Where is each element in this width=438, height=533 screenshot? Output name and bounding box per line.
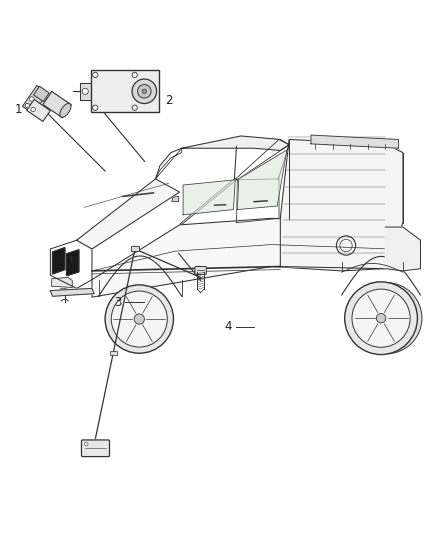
Circle shape xyxy=(132,72,137,77)
Polygon shape xyxy=(80,83,91,100)
Circle shape xyxy=(82,88,88,94)
FancyBboxPatch shape xyxy=(91,70,159,112)
Circle shape xyxy=(376,313,386,323)
Text: 4: 4 xyxy=(224,320,232,334)
Circle shape xyxy=(134,314,145,324)
Polygon shape xyxy=(43,92,71,118)
Polygon shape xyxy=(182,136,289,150)
Ellipse shape xyxy=(59,288,68,293)
Polygon shape xyxy=(77,179,180,249)
Polygon shape xyxy=(311,135,399,148)
Text: 1: 1 xyxy=(14,103,22,116)
Circle shape xyxy=(31,107,35,111)
Polygon shape xyxy=(67,250,79,276)
FancyBboxPatch shape xyxy=(81,440,110,457)
Polygon shape xyxy=(22,85,48,114)
Polygon shape xyxy=(27,100,50,122)
Circle shape xyxy=(30,97,34,101)
Circle shape xyxy=(138,85,151,98)
Circle shape xyxy=(105,285,173,353)
FancyBboxPatch shape xyxy=(195,266,206,274)
Circle shape xyxy=(92,72,98,77)
Circle shape xyxy=(142,89,147,93)
Polygon shape xyxy=(50,288,94,296)
Polygon shape xyxy=(52,278,72,287)
Polygon shape xyxy=(172,197,179,201)
Circle shape xyxy=(352,289,410,348)
Bar xyxy=(131,246,139,251)
Circle shape xyxy=(92,105,98,110)
Polygon shape xyxy=(183,180,235,215)
Polygon shape xyxy=(155,148,182,179)
Polygon shape xyxy=(385,227,420,271)
Bar xyxy=(110,351,117,355)
Polygon shape xyxy=(237,150,287,209)
Polygon shape xyxy=(92,219,403,297)
Circle shape xyxy=(25,103,29,108)
Circle shape xyxy=(111,291,167,347)
Polygon shape xyxy=(34,86,49,102)
Circle shape xyxy=(132,79,156,103)
Circle shape xyxy=(351,282,422,354)
Circle shape xyxy=(132,105,137,110)
Text: 3: 3 xyxy=(114,296,121,309)
Circle shape xyxy=(345,282,417,354)
Polygon shape xyxy=(53,248,65,274)
Ellipse shape xyxy=(60,103,71,117)
Circle shape xyxy=(85,442,88,446)
Text: 2: 2 xyxy=(165,94,173,108)
Polygon shape xyxy=(280,140,403,269)
